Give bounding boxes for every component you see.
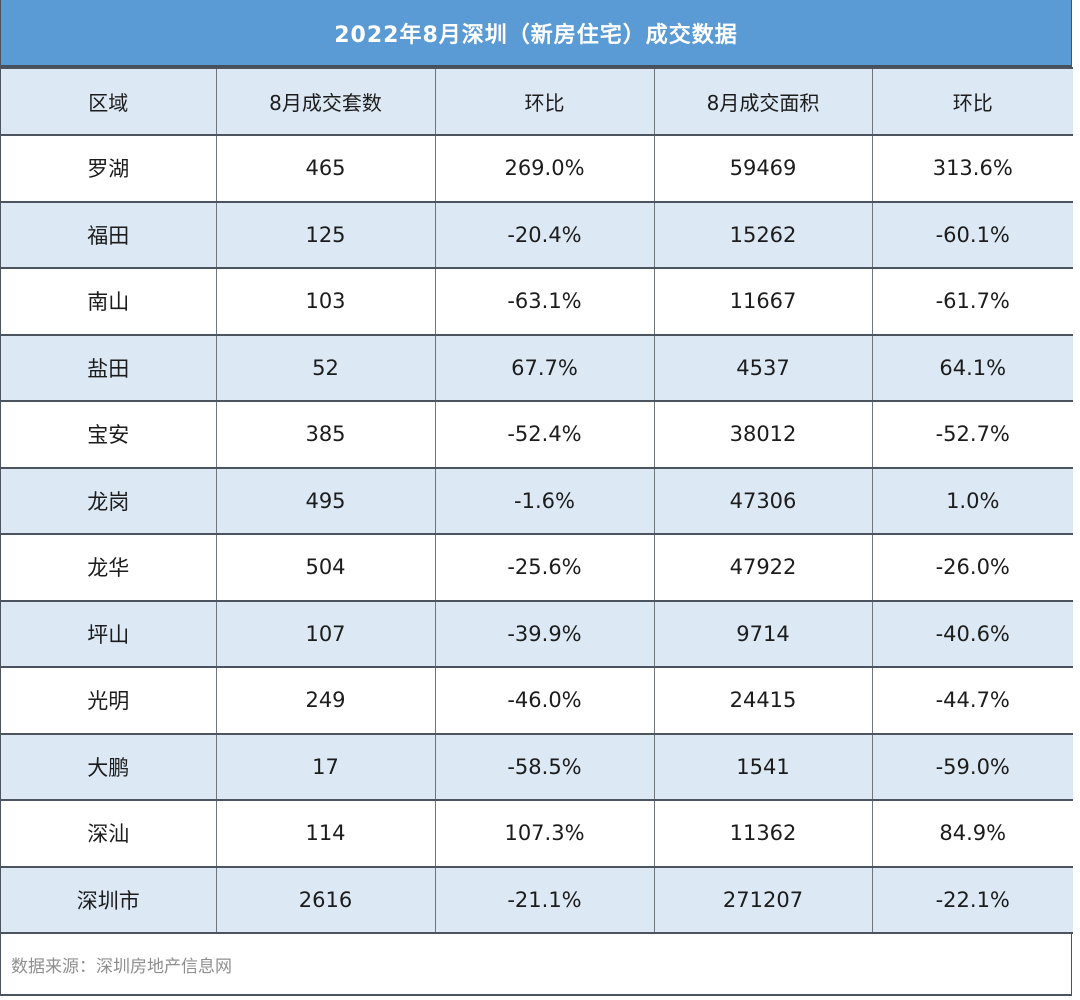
column-header-1: 8月成交套数 xyxy=(215,67,436,136)
cell-value: 495 xyxy=(215,466,436,535)
table-row-福田: 福田 125 -20.4% 15262 -60.1% xyxy=(1,200,1073,269)
cell-value: 271207 xyxy=(653,865,873,934)
cell-value: 17 xyxy=(215,732,436,801)
cell-value: 59469 xyxy=(653,134,873,203)
cell-value: 64.1% xyxy=(871,333,1073,402)
cell-value: 385 xyxy=(215,400,436,469)
cell-value: -46.0% xyxy=(434,666,655,735)
cell-region: 福田 xyxy=(1,200,217,269)
cell-value: 1541 xyxy=(653,732,873,801)
cell-value: 2616 xyxy=(215,865,436,934)
cell-value: 114 xyxy=(215,799,436,868)
cell-value: -1.6% xyxy=(434,466,655,535)
table-row-龙岗: 龙岗 495 -1.6% 47306 1.0% xyxy=(1,466,1073,535)
cell-value: 125 xyxy=(215,200,436,269)
cell-value: -59.0% xyxy=(871,732,1073,801)
cell-region: 南山 xyxy=(1,267,217,336)
cell-value: -44.7% xyxy=(871,666,1073,735)
cell-value: -58.5% xyxy=(434,732,655,801)
cell-value: -20.4% xyxy=(434,200,655,269)
cell-region: 光明 xyxy=(1,666,217,735)
cell-value: 103 xyxy=(215,267,436,336)
cell-value: 67.7% xyxy=(434,333,655,402)
table-title: 2022年8月深圳（新房住宅）成交数据 xyxy=(1,0,1071,67)
table-row-盐田: 盐田 52 67.7% 4537 64.1% xyxy=(1,333,1073,402)
cell-value: 52 xyxy=(215,333,436,402)
cell-value: -63.1% xyxy=(434,267,655,336)
cell-value: 24415 xyxy=(653,666,873,735)
header-row: 区域 8月成交套数 环比 8月成交面积 环比 xyxy=(1,67,1073,136)
column-header-4: 环比 xyxy=(871,67,1073,136)
table-row-南山: 南山 103 -63.1% 11667 -61.7% xyxy=(1,267,1073,336)
table-row-光明: 光明 249 -46.0% 24415 -44.7% xyxy=(1,666,1073,735)
cell-value: -39.9% xyxy=(434,599,655,668)
cell-value: -25.6% xyxy=(434,533,655,602)
cell-value: 11667 xyxy=(653,267,873,336)
cell-value: 11362 xyxy=(653,799,873,868)
cell-value: -26.0% xyxy=(871,533,1073,602)
column-header-3: 8月成交面积 xyxy=(653,67,873,136)
column-header-2: 环比 xyxy=(434,67,655,136)
cell-value: -21.1% xyxy=(434,865,655,934)
cell-value: -60.1% xyxy=(871,200,1073,269)
cell-value: 107 xyxy=(215,599,436,668)
cell-value: 269.0% xyxy=(434,134,655,203)
cell-region: 宝安 xyxy=(1,400,217,469)
cell-value: -22.1% xyxy=(871,865,1073,934)
transaction-table: 区域 8月成交套数 环比 8月成交面积 环比 罗湖 465 269.0% 59469 313.6… xyxy=(1,67,1073,934)
cell-value: 38012 xyxy=(653,400,873,469)
cell-value: -52.7% xyxy=(871,400,1073,469)
cell-value: 465 xyxy=(215,134,436,203)
table-row-龙华: 龙华 504 -25.6% 47922 -26.0% xyxy=(1,533,1073,602)
cell-value: 4537 xyxy=(653,333,873,402)
data-source-note: 数据来源：深圳房地产信息网 xyxy=(1,934,1071,994)
cell-value: -40.6% xyxy=(871,599,1073,668)
cell-value: 84.9% xyxy=(871,799,1073,868)
table-row-大鹏: 大鹏 17 -58.5% 1541 -59.0% xyxy=(1,732,1073,801)
cell-value: 313.6% xyxy=(871,134,1073,203)
cell-region: 盐田 xyxy=(1,333,217,402)
table-row-深圳市: 深圳市 2616 -21.1% 271207 -22.1% xyxy=(1,865,1073,934)
table-row-罗湖: 罗湖 465 269.0% 59469 313.6% xyxy=(1,134,1073,203)
cell-value: 47922 xyxy=(653,533,873,602)
cell-region: 大鹏 xyxy=(1,732,217,801)
cell-region: 龙华 xyxy=(1,533,217,602)
cell-value: 9714 xyxy=(653,599,873,668)
cell-region: 罗湖 xyxy=(1,134,217,203)
table-row-坪山: 坪山 107 -39.9% 9714 -40.6% xyxy=(1,599,1073,668)
table-row-宝安: 宝安 385 -52.4% 38012 -52.7% xyxy=(1,400,1073,469)
table-body: 罗湖 465 269.0% 59469 313.6% 福田 125 -20.4% 15262 -6… xyxy=(1,134,1073,934)
column-header-0: 区域 xyxy=(1,67,217,136)
table-row-深汕: 深汕 114 107.3% 11362 84.9% xyxy=(1,799,1073,868)
cell-region: 龙岗 xyxy=(1,466,217,535)
cell-region: 深圳市 xyxy=(1,865,217,934)
cell-region: 坪山 xyxy=(1,599,217,668)
cell-value: 504 xyxy=(215,533,436,602)
cell-value: 107.3% xyxy=(434,799,655,868)
cell-value: 1.0% xyxy=(871,466,1073,535)
cell-value: -61.7% xyxy=(871,267,1073,336)
cell-value: 15262 xyxy=(653,200,873,269)
cell-value: 47306 xyxy=(653,466,873,535)
cell-value: -52.4% xyxy=(434,400,655,469)
cell-value: 249 xyxy=(215,666,436,735)
cell-region: 深汕 xyxy=(1,799,217,868)
